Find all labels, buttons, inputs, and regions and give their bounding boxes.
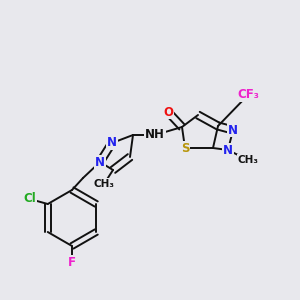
Text: N: N <box>228 124 238 136</box>
Text: F: F <box>68 256 76 268</box>
Text: N: N <box>223 143 233 157</box>
Text: S: S <box>181 142 189 154</box>
Text: Cl: Cl <box>23 193 36 206</box>
Text: CH₃: CH₃ <box>238 155 259 165</box>
Text: CH₃: CH₃ <box>94 179 115 189</box>
Text: N: N <box>95 155 105 169</box>
Text: CF₃: CF₃ <box>237 88 259 101</box>
Text: O: O <box>163 106 173 118</box>
Text: NH: NH <box>145 128 165 142</box>
Text: N: N <box>107 136 117 149</box>
